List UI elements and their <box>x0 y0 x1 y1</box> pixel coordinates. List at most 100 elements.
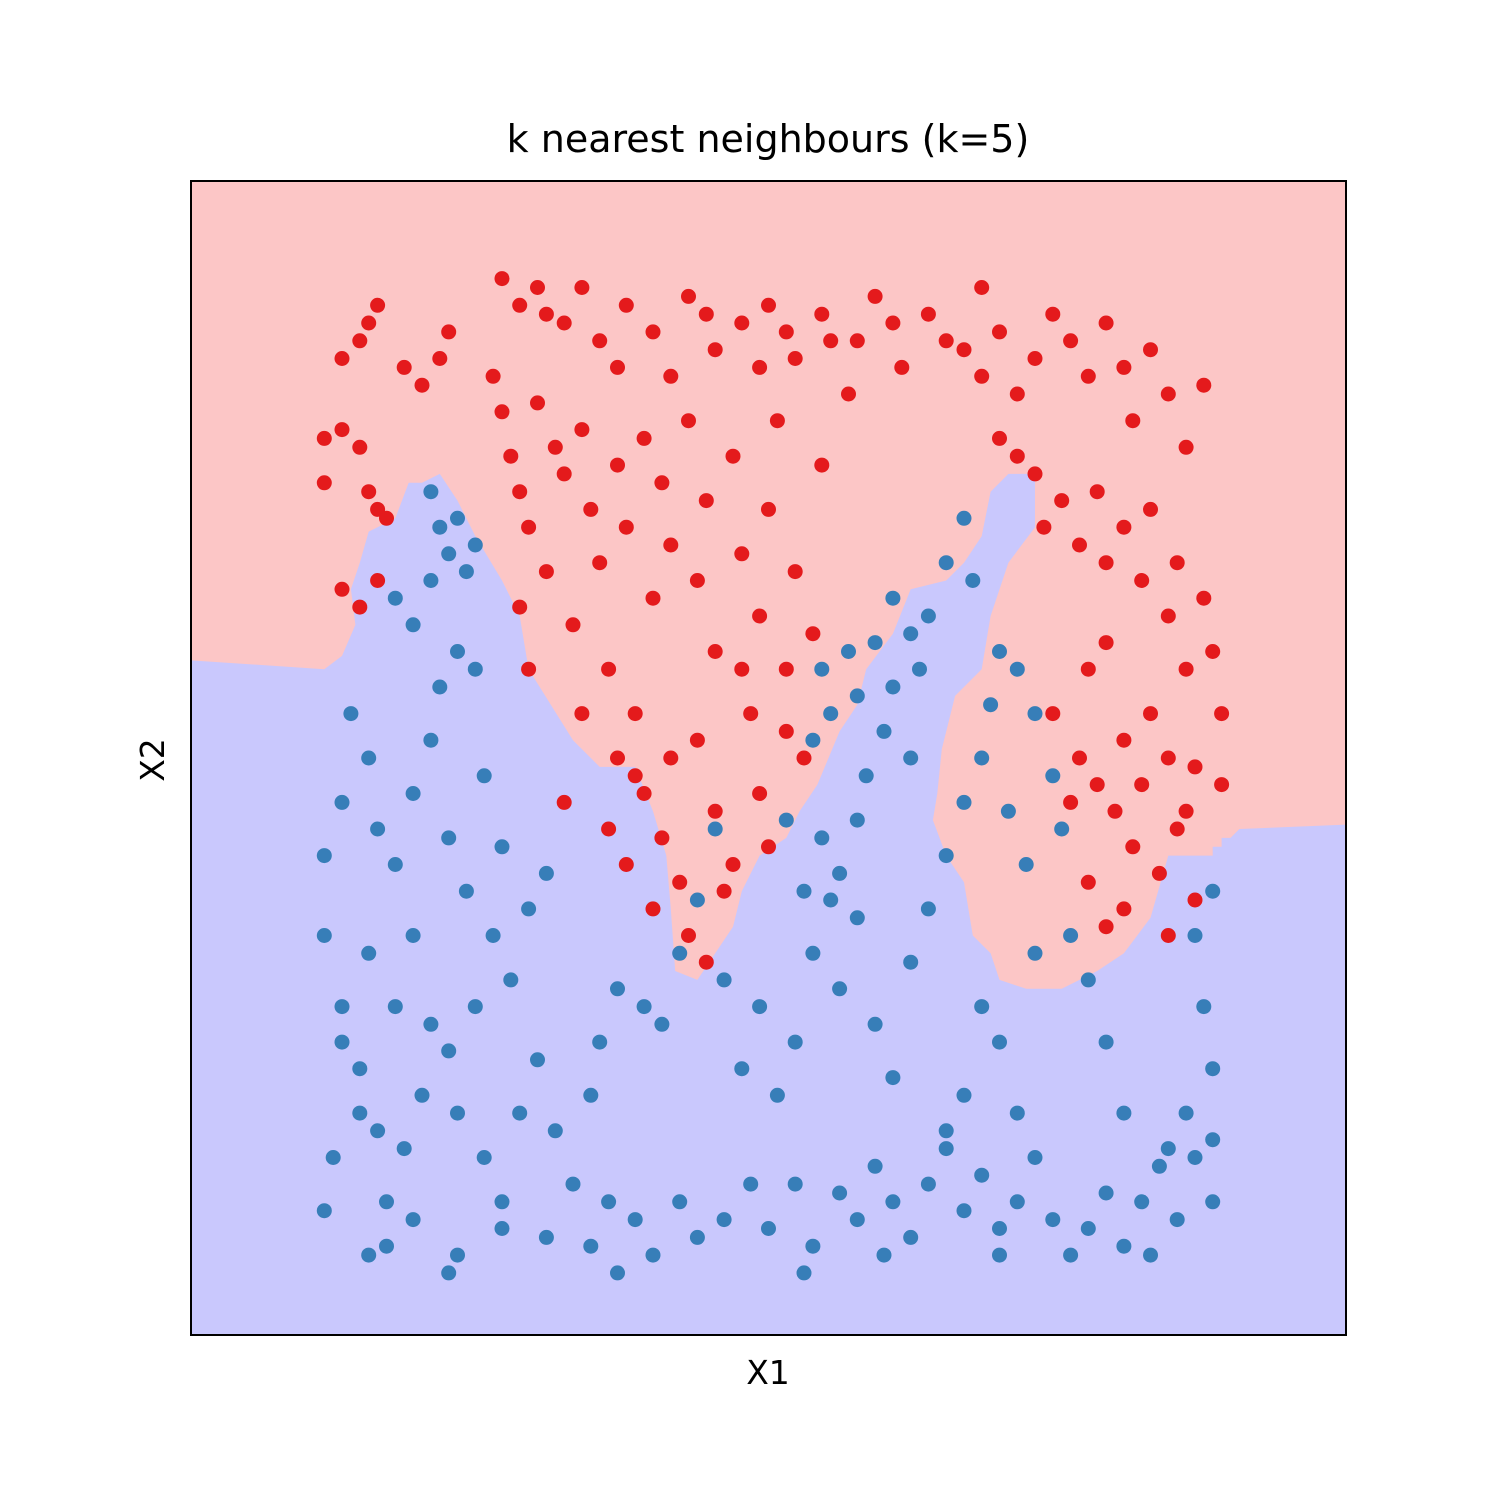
scatter-point-class-0-1 <box>352 333 368 349</box>
scatter-point-class-0-150 <box>1072 750 1087 766</box>
scatter-point-class-1-142 <box>849 910 865 926</box>
scatter-point-class-0-89 <box>787 564 803 580</box>
scatter-point-class-0-24 <box>645 324 661 340</box>
scatter-point-class-0-11 <box>396 359 412 375</box>
scatter-point-class-0-154 <box>1187 892 1203 908</box>
scatter-point-class-1-106 <box>610 981 625 997</box>
scatter-point-class-1-50 <box>565 1176 581 1192</box>
scatter-point-class-1-78 <box>992 1221 1007 1236</box>
scatter-point-class-1-99 <box>379 1238 394 1254</box>
scatter-point-class-1-34 <box>334 999 350 1015</box>
scatter-point-class-1-164 <box>938 1123 954 1139</box>
scatter-point-class-1-96 <box>1178 1105 1194 1121</box>
scatter-point-class-1-114 <box>752 999 768 1015</box>
scatter-point-class-0-152 <box>1116 901 1132 917</box>
scatter-point-class-1-18 <box>423 732 439 748</box>
scatter-point-class-1-167 <box>1000 803 1016 819</box>
scatter-point-class-1-104 <box>992 1247 1007 1263</box>
scatter-point-class-0-153 <box>1160 928 1176 943</box>
scatter-point-class-0-62 <box>494 404 510 420</box>
scatter-point-class-1-42 <box>405 928 421 943</box>
scatter-point-class-1-1 <box>432 519 448 535</box>
scatter-point-class-0-151 <box>1089 777 1105 793</box>
scatter-point-class-0-28 <box>707 342 723 358</box>
scatter-point-class-0-157 <box>1063 794 1079 810</box>
scatter-point-class-0-71 <box>592 555 608 571</box>
scatter-point-class-0-108 <box>698 954 714 970</box>
scatter-point-class-1-128 <box>956 510 972 526</box>
scatter-point-class-0-77 <box>663 537 679 553</box>
scatter-point-class-1-89 <box>1187 1150 1203 1165</box>
scatter-point-class-1-19 <box>441 830 457 846</box>
scatter-point-class-0-119 <box>663 750 679 766</box>
scatter-point-class-0-139 <box>1134 777 1150 793</box>
scatter-point-class-1-139 <box>796 883 812 899</box>
scatter-point-class-0-78 <box>681 413 696 429</box>
scatter-point-class-0-31 <box>761 297 776 313</box>
scatter-point-class-0-87 <box>769 413 785 429</box>
scatter-point-class-1-31 <box>379 1194 394 1210</box>
scatter-point-class-0-91 <box>805 626 821 642</box>
scatter-point-class-0-103 <box>681 928 696 943</box>
scatter-point-class-1-69 <box>832 1185 848 1201</box>
scatter-point-class-0-85 <box>752 608 768 624</box>
scatter-point-class-1-64 <box>716 1212 732 1228</box>
axes-frame <box>190 180 1347 1336</box>
scatter-point-class-0-40 <box>894 359 910 375</box>
scatter-point-class-0-112 <box>761 839 776 855</box>
scatter-point-class-1-158 <box>1098 1034 1114 1050</box>
scatter-point-class-1-49 <box>547 1123 563 1139</box>
scatter-point-class-1-102 <box>796 1265 812 1281</box>
scatter-point-class-1-122 <box>876 723 892 739</box>
scatter-point-class-1-51 <box>583 1087 599 1103</box>
scatter-point-class-1-144 <box>885 1070 901 1086</box>
scatter-point-class-0-16 <box>512 297 528 313</box>
scatter-point-class-0-73 <box>618 519 634 535</box>
scatter-point-class-0-88 <box>778 661 794 677</box>
scatter-point-class-0-107 <box>725 857 741 872</box>
scatter-point-class-0-35 <box>823 333 839 349</box>
scatter-point-class-1-39 <box>352 1105 368 1121</box>
scatter-point-class-1-130 <box>885 590 901 606</box>
scatter-point-class-1-15 <box>370 821 386 837</box>
scatter-point-class-1-56 <box>450 1247 465 1263</box>
scatter-point-class-0-42 <box>938 333 954 349</box>
scatter-point-class-0-10 <box>370 501 386 517</box>
scatter-point-class-1-11 <box>432 679 448 695</box>
scatter-point-class-1-53 <box>583 1238 599 1254</box>
scatter-point-class-1-101 <box>610 1265 625 1281</box>
scatter-point-class-0-18 <box>538 306 554 322</box>
scatter-point-class-1-73 <box>903 1229 919 1245</box>
scatter-point-class-0-143 <box>1187 759 1203 775</box>
scatter-point-class-1-136 <box>823 706 839 722</box>
scatter-point-class-0-49 <box>1063 333 1079 349</box>
scatter-point-class-0-106 <box>707 803 723 819</box>
scatter-point-class-0-102 <box>672 874 688 890</box>
scatter-point-class-1-161 <box>992 1034 1007 1050</box>
scatter-point-class-1-9 <box>450 644 465 659</box>
scatter-point-class-0-109 <box>716 883 732 899</box>
scatter-point-class-0-61 <box>485 368 501 384</box>
scatter-point-class-0-8 <box>334 422 350 438</box>
scatter-point-class-0-156 <box>1045 706 1061 722</box>
scatter-point-class-0-81 <box>707 644 723 659</box>
scatter-point-class-1-21 <box>476 768 492 784</box>
scatter-point-class-1-83 <box>1080 1221 1096 1236</box>
scatter-point-class-0-123 <box>1027 466 1043 482</box>
scatter-point-class-1-111 <box>707 821 723 837</box>
scatter-point-class-1-16 <box>387 857 403 872</box>
scatter-point-class-0-111 <box>752 786 768 801</box>
scatter-point-class-1-150 <box>983 697 999 713</box>
scatter-point-class-0-48 <box>1045 306 1061 322</box>
scatter-point-class-1-126 <box>920 608 936 624</box>
scatter-point-class-0-100 <box>636 786 652 801</box>
scatter-point-class-0-9 <box>352 439 368 455</box>
scatter-point-class-0-134 <box>1178 661 1194 677</box>
scatter-point-class-0-118 <box>627 768 643 784</box>
scatter-point-class-1-13 <box>361 750 377 766</box>
scatter-point-class-1-65 <box>743 1176 759 1192</box>
scatter-point-class-0-69 <box>574 422 590 438</box>
scatter-point-class-1-62 <box>672 1194 688 1210</box>
scatter-point-class-1-159 <box>1116 1105 1132 1121</box>
scatter-point-class-1-93 <box>1196 999 1212 1015</box>
